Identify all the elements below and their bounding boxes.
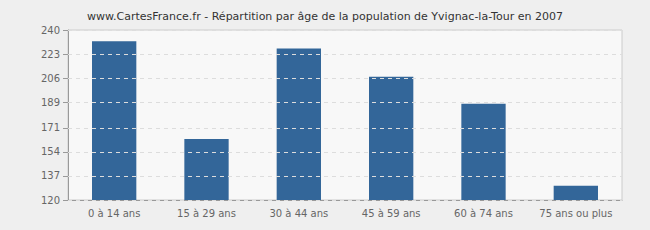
svg-text:137: 137 (41, 170, 60, 181)
svg-text:240: 240 (41, 25, 60, 36)
svg-text:171: 171 (41, 122, 60, 133)
svg-text:15 à 29 ans: 15 à 29 ans (177, 208, 236, 219)
svg-text:60 à 74 ans: 60 à 74 ans (454, 208, 513, 219)
svg-text:154: 154 (41, 146, 60, 157)
svg-text:30 à 44 ans: 30 à 44 ans (269, 208, 328, 219)
svg-text:45 à 59 ans: 45 à 59 ans (362, 208, 421, 219)
svg-text:206: 206 (41, 73, 60, 84)
svg-text:120: 120 (41, 195, 60, 206)
svg-text:189: 189 (41, 97, 60, 108)
svg-text:75 ans ou plus: 75 ans ou plus (539, 208, 612, 219)
svg-text:www.CartesFrance.fr - Répartit: www.CartesFrance.fr - Répartition par âg… (87, 10, 563, 23)
svg-text:0 à 14 ans: 0 à 14 ans (88, 208, 140, 219)
svg-text:223: 223 (41, 49, 60, 60)
